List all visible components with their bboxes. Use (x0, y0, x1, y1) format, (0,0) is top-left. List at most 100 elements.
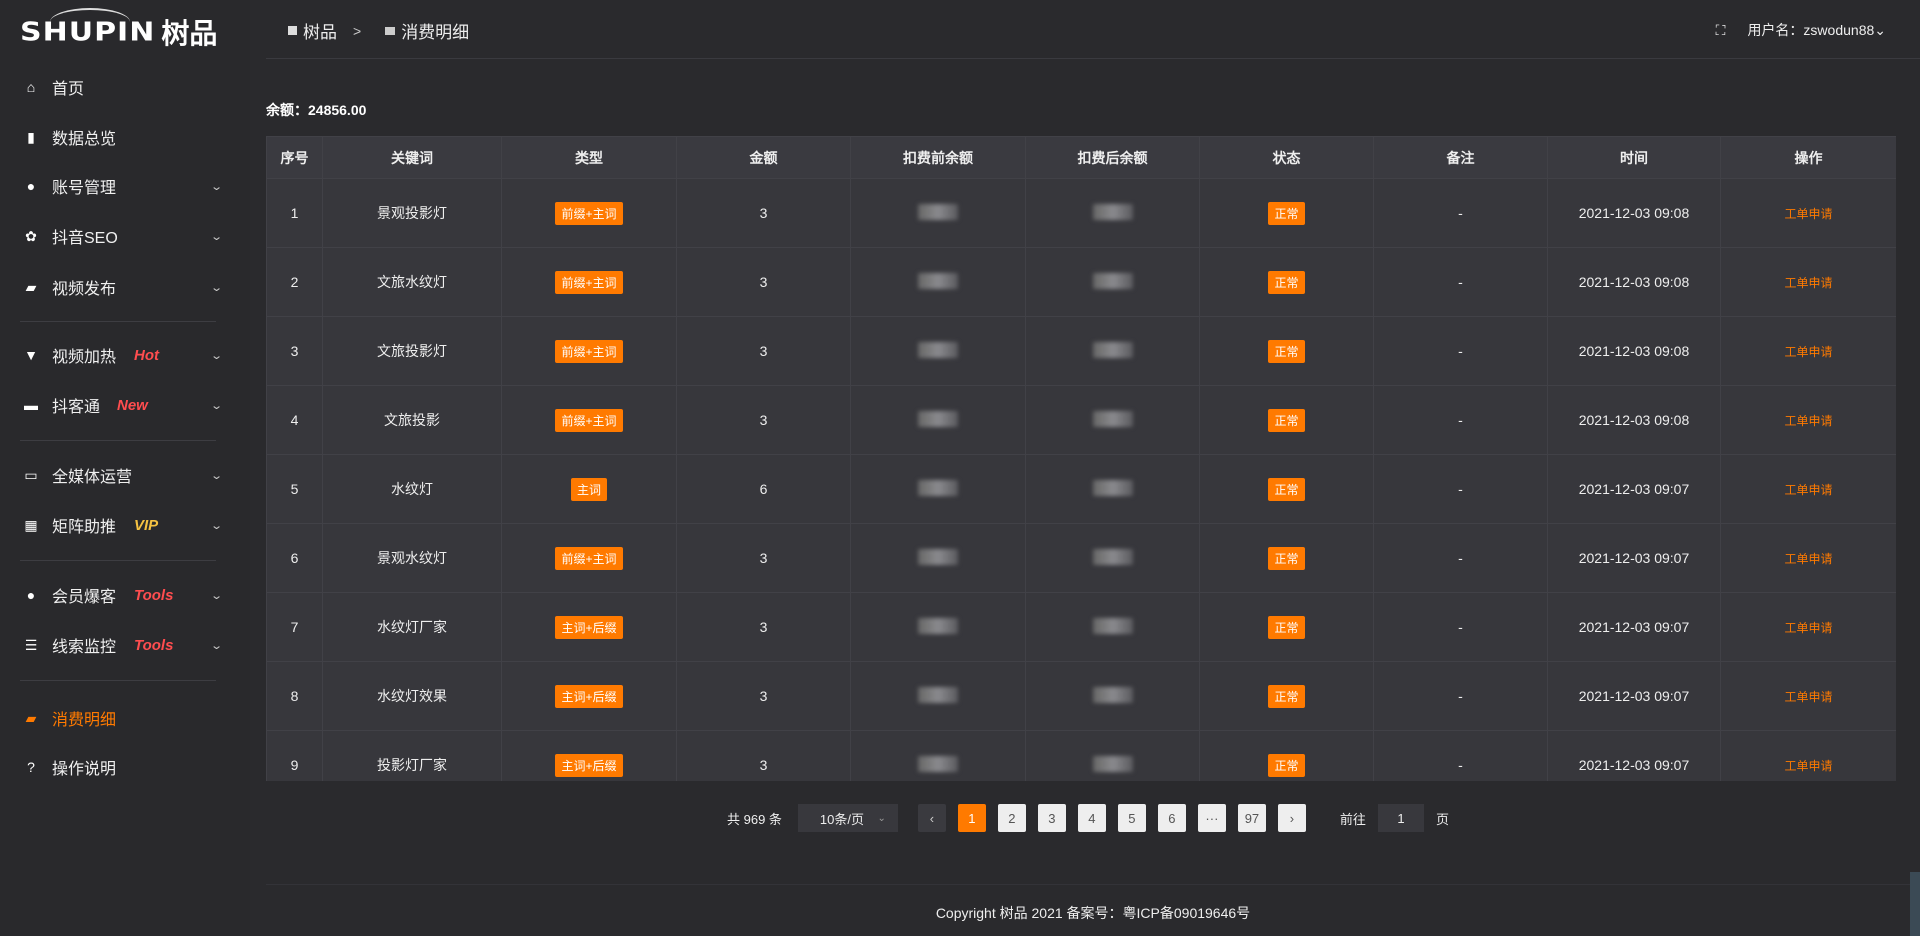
ticket-apply-link[interactable]: 工单申请 (1784, 551, 1833, 566)
page-button[interactable]: 2 (997, 804, 1026, 832)
page-button[interactable]: 3 (1037, 804, 1066, 832)
cell-amount: 3 (676, 178, 851, 248)
blurred-value (1092, 272, 1133, 289)
sidebar-item-4[interactable]: ✿ 抖音SEO ⌄ (0, 216, 240, 256)
sidebar-item-6[interactable]: ▼ 视频加热 Hot ⌄ (0, 335, 240, 375)
cell-status: 正常 (1199, 523, 1374, 593)
chevron-down-icon: ⌄ (210, 230, 224, 243)
cell-balance-after (1025, 730, 1200, 781)
breadcrumb-home[interactable]: 树品 (303, 23, 337, 42)
prev-page-button[interactable]: ‹ (917, 804, 946, 832)
table-row: 4 文旅投影 前缀+主词 3 正常 - 2021-12-03 09:08 工单申… (266, 385, 1896, 455)
page-button[interactable]: 1 (957, 804, 986, 832)
cell-balance-before (850, 454, 1026, 524)
sidebar-item-5[interactable]: ▰ 视频发布 ⌄ (0, 267, 240, 307)
cell-keyword: 文旅投影灯 (322, 316, 502, 386)
ticket-apply-link[interactable]: 工单申请 (1784, 620, 1833, 635)
cell-no: 8 (266, 661, 323, 731)
cell-type: 前缀+主词 (501, 247, 677, 317)
sidebar-item-8[interactable]: ▭ 全媒体运营 ⌄ (0, 455, 240, 495)
chevron-down-icon: ⌄ (210, 519, 224, 532)
sidebar-item-label: 抖客通 (52, 399, 101, 416)
sidebar-item-tag: Tools (134, 586, 174, 604)
monitor-icon: ▭ (24, 466, 38, 483)
page-button[interactable]: ··· (1197, 804, 1226, 832)
sidebar-item-label: 全媒体运营 (52, 469, 133, 486)
status-badge: 正常 (1268, 339, 1305, 363)
sidebar-item-tag: Hot (134, 346, 159, 364)
cell-type: 前缀+主词 (501, 385, 677, 455)
type-badge: 主词+后缀 (555, 684, 623, 708)
sidebar-item-12[interactable]: ▰ 消费明细 (0, 698, 240, 738)
user-menu[interactable]: 用户名：zswodun88⌄ (1747, 20, 1886, 40)
table-row: 1 景观投影灯 前缀+主词 3 正常 - 2021-12-03 09:08 工单… (266, 178, 1896, 248)
page-button[interactable]: 4 (1077, 804, 1106, 832)
cell-amount: 3 (676, 316, 851, 386)
table-row: 7 水纹灯厂家 主词+后缀 3 正常 - 2021-12-03 09:07 工单… (266, 592, 1896, 662)
consumption-table: 序号 关键词 类型 金额 扣费前余额 扣费后余额 状态 备注 时间 操作 1 景观投影灯 前缀+主… (266, 136, 1896, 781)
goto-suffix: 页 (1435, 811, 1449, 827)
cell-status: 正常 (1199, 661, 1374, 731)
cell-keyword: 投影灯厂家 (322, 730, 502, 781)
ticket-apply-link[interactable]: 工单申请 (1784, 689, 1833, 704)
sidebar-divider (20, 440, 216, 441)
scrollbar[interactable] (1910, 872, 1920, 936)
ticket-apply-link[interactable]: 工单申请 (1784, 275, 1833, 290)
sidebar-divider (20, 560, 216, 561)
cell-no: 6 (266, 523, 323, 593)
sidebar-item-11[interactable]: ☰ 线索监控 Tools ⌄ (0, 625, 240, 665)
cell-balance-after (1025, 247, 1200, 317)
breadcrumb-current: 消费明细 (401, 23, 470, 42)
type-badge: 前缀+主词 (555, 270, 623, 294)
page-size-value: 10条/页 (819, 811, 864, 827)
type-badge: 前缀+主词 (555, 339, 623, 363)
ticket-apply-link[interactable]: 工单申请 (1784, 206, 1833, 221)
sidebar-item-10[interactable]: ● 会员爆客 Tools ⌄ (0, 575, 240, 615)
cell-keyword: 水纹灯厂家 (322, 592, 502, 662)
cell-keyword: 景观水纹灯 (322, 523, 502, 593)
cell-time: 2021-12-03 09:08 (1547, 247, 1721, 317)
sidebar-item-3[interactable]: ● 账号管理 ⌄ (0, 166, 240, 206)
blurred-value (1092, 203, 1133, 220)
sidebar-item-9[interactable]: ▦ 矩阵助推 VIP ⌄ (0, 505, 240, 545)
cell-keyword: 文旅投影 (322, 385, 502, 455)
ticket-apply-link[interactable]: 工单申请 (1784, 413, 1833, 428)
cell-balance-after (1025, 385, 1200, 455)
goto-label: 前往 (1339, 811, 1366, 827)
cell-balance-before (850, 523, 1026, 593)
status-badge: 正常 (1268, 477, 1305, 501)
ticket-apply-link[interactable]: 工单申请 (1784, 758, 1833, 773)
user-icon: ● (26, 587, 36, 603)
sidebar-item-13[interactable]: ? 操作说明 (0, 747, 240, 787)
logo-cn: 树品 (161, 18, 218, 49)
ticket-apply-link[interactable]: 工单申请 (1784, 482, 1833, 497)
status-badge: 正常 (1268, 546, 1305, 570)
sidebar-item-label: 抖音SEO (52, 230, 118, 247)
chevron-down-icon: ⌄ (210, 469, 224, 482)
table-header: 序号 关键词 类型 金额 扣费前余额 扣费后余额 状态 备注 时间 操作 (266, 136, 1896, 179)
page-size-select[interactable]: 10条/页 ⌄ (797, 804, 898, 832)
blurred-value (1092, 617, 1133, 634)
goto-page-input[interactable]: 1 (1377, 804, 1424, 832)
page-button[interactable]: 97 (1237, 804, 1266, 832)
cell-balance-before (850, 316, 1026, 386)
blurred-value (918, 272, 958, 289)
next-page-button[interactable]: › (1277, 804, 1306, 832)
sidebar-item-label: 账号管理 (52, 180, 117, 197)
chart-icon (288, 26, 297, 35)
blurred-value (918, 755, 958, 772)
sidebar-item-1[interactable]: ⌂ 首页 (0, 67, 240, 107)
page-button[interactable]: 5 (1117, 804, 1146, 832)
page-button[interactable]: 6 (1157, 804, 1186, 832)
cell-time: 2021-12-03 09:08 (1547, 385, 1721, 455)
fullscreen-icon[interactable]: ⛶ (1715, 21, 1726, 38)
cell-action: 工单申请 (1720, 523, 1896, 593)
sidebar-item-7[interactable]: ▬ 抖客通 New ⌄ (0, 385, 240, 425)
sidebar-item-2[interactable]: ▮ 数据总览 (0, 117, 240, 157)
column-header: 关键词 (322, 136, 502, 179)
cell-balance-before (850, 592, 1026, 662)
chevron-down-icon: ⌄ (210, 281, 224, 294)
ticket-apply-link[interactable]: 工单申请 (1784, 344, 1833, 359)
sidebar-item-label: 操作说明 (52, 761, 117, 778)
blurred-value (918, 341, 958, 358)
